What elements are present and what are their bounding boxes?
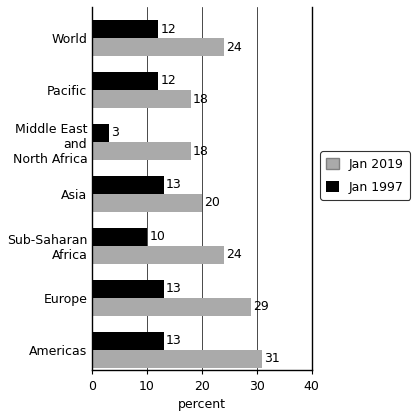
Text: 10: 10	[149, 230, 165, 243]
Text: 12: 12	[160, 23, 176, 36]
Bar	[92, 331, 163, 350]
Text: 13: 13	[166, 282, 181, 295]
Bar	[92, 246, 224, 264]
X-axis label: percent: percent	[178, 398, 226, 411]
Bar	[92, 20, 158, 38]
Bar	[92, 194, 202, 212]
Bar	[92, 298, 251, 316]
Text: 3: 3	[111, 126, 119, 139]
Text: 18: 18	[193, 93, 209, 106]
Bar	[92, 90, 191, 108]
Text: 12: 12	[160, 74, 176, 87]
Bar	[92, 228, 147, 246]
Bar	[92, 38, 224, 56]
Bar	[92, 280, 163, 298]
Legend: Jan 2019, Jan 1997: Jan 2019, Jan 1997	[320, 151, 410, 200]
Text: 20: 20	[204, 196, 220, 209]
Bar	[92, 176, 163, 194]
Bar	[92, 72, 158, 90]
Text: 13: 13	[166, 178, 181, 191]
Text: 24: 24	[226, 41, 242, 54]
Text: 18: 18	[193, 145, 209, 158]
Text: 31: 31	[265, 352, 280, 365]
Bar	[92, 124, 109, 142]
Bar	[92, 350, 263, 368]
Text: 29: 29	[254, 301, 269, 314]
Text: 24: 24	[226, 248, 242, 261]
Bar	[92, 142, 191, 160]
Text: 13: 13	[166, 334, 181, 347]
